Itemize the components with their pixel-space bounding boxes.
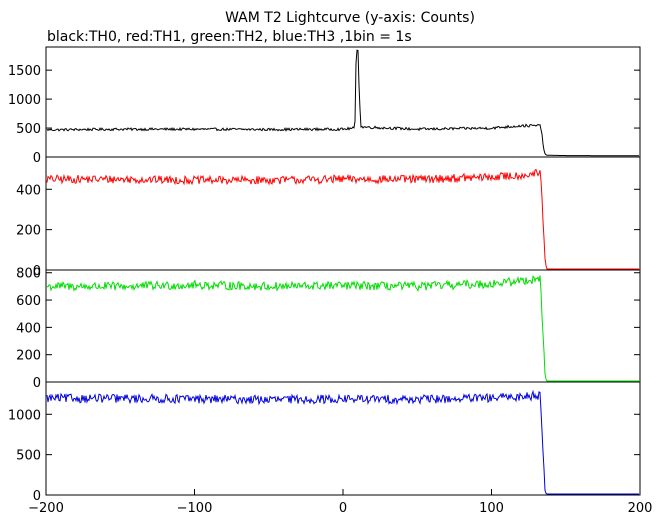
series-line-th1 (46, 168, 639, 270)
y-tick-label: 600 (16, 294, 41, 309)
y-tick-label: 400 (16, 183, 41, 198)
x-tick-label: 0 (339, 501, 347, 515)
panel-th3: 0 500 1000 (8, 381, 641, 504)
y-tick-label: 1000 (8, 408, 41, 423)
panel-frame (45, 46, 641, 158)
y-tick-label: 1000 (8, 93, 41, 108)
series-line-th2 (46, 275, 639, 382)
y-tick-label: 1500 (8, 64, 41, 79)
chart-title: WAM T2 Lightcurve (y-axis: Counts) (225, 10, 475, 26)
series-line-th0 (46, 49, 639, 157)
x-tick-label: −100 (177, 501, 213, 515)
y-tick-label: 0 (33, 151, 41, 166)
chart-subtitle: black:TH0, red:TH1, green:TH2, blue:TH3 … (47, 29, 412, 45)
x-tick-label: 100 (479, 501, 504, 515)
y-tick-label: 0 (33, 264, 41, 279)
y-tick-label: 800 (16, 267, 41, 282)
x-axis: −200 −100 0 100 200 (28, 489, 652, 515)
panel-frame (45, 156, 641, 271)
x-tick-label: 200 (628, 501, 653, 515)
y-tick-label: 400 (16, 321, 41, 336)
x-tick-label: −200 (28, 501, 64, 515)
panel-th1: 0 200 400 (16, 156, 641, 279)
panel-th0: 0 500 1000 1500 (8, 46, 641, 166)
panel-th2: 0 200 400 600 800 (16, 267, 641, 391)
y-tick-label: 500 (16, 449, 41, 464)
y-tick-label: 500 (16, 122, 41, 137)
y-tick-label: 200 (16, 224, 41, 239)
y-tick-label: 0 (33, 489, 41, 504)
series-line-th3 (46, 389, 639, 495)
y-tick-label: 0 (33, 376, 41, 391)
y-tick-label: 200 (16, 349, 41, 364)
